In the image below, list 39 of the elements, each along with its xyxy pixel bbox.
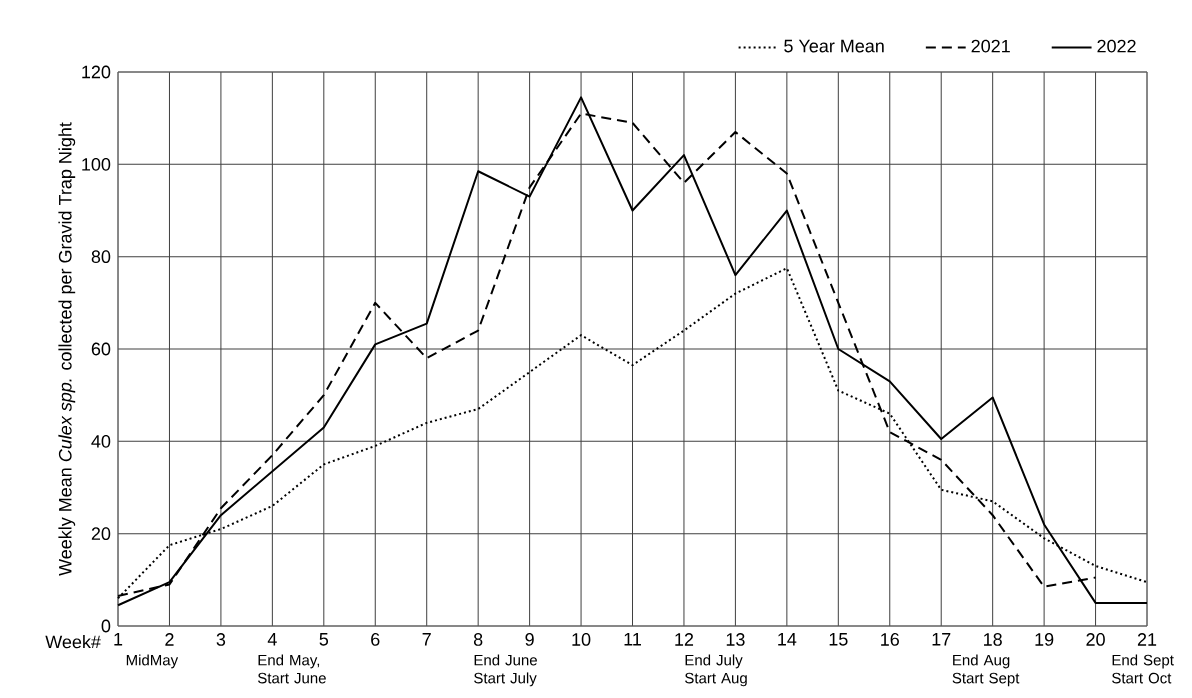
- legend-label: 2021: [971, 39, 1010, 53]
- text: End July Start Aug: [685, 654, 747, 687]
- y-tick-label: 100: [82, 157, 111, 171]
- x-tick-label: 8: [473, 633, 483, 646]
- x-tick-label: 5: [319, 633, 329, 646]
- legend-label: 5 Year Mean: [784, 39, 884, 53]
- text: End May, Start June: [258, 654, 326, 684]
- y-tick-label: 120: [82, 65, 111, 79]
- y-tick-label: 0: [101, 619, 111, 633]
- y-axis-title: Weekly Mean Culex spp. collected per Gravid Trap Night: [58, 122, 76, 576]
- x-axis-title: Week#: [45, 635, 101, 649]
- y-tick-label: 20: [91, 527, 111, 541]
- x-tick-label: 4: [267, 633, 277, 646]
- x-tick-label: 21: [1137, 633, 1157, 646]
- x-tick-label: 2: [165, 633, 174, 646]
- x-tick-label: 3: [216, 633, 226, 646]
- x-tick-label: 6: [371, 633, 380, 646]
- x-tick-label: 15: [829, 633, 848, 646]
- x-tick-label: 18: [984, 633, 1002, 646]
- x-tick-label: 9: [525, 633, 534, 646]
- y-tick-label: 40: [91, 434, 111, 448]
- x-tick-label: 19: [1035, 633, 1054, 646]
- x-tick-label: 20: [1086, 633, 1105, 646]
- text: End June Start July: [474, 654, 537, 687]
- text: MidMay: [126, 654, 179, 669]
- y-tick-label: 80: [91, 250, 111, 264]
- x-tick-label: 16: [881, 633, 899, 646]
- y-tick-label: 60: [91, 342, 111, 356]
- x-tick-label: 17: [932, 633, 951, 646]
- text: End Aug Start Sept: [952, 654, 1020, 687]
- x-tick-label: 11: [624, 633, 641, 646]
- text: End Sept Start Oct: [1112, 654, 1174, 684]
- x-tick-label: 7: [422, 633, 431, 646]
- x-tick-label: 13: [726, 633, 745, 646]
- x-tick-label: 10: [572, 633, 591, 646]
- x-tick-label: 14: [778, 633, 797, 646]
- legend-label: 2022: [1097, 39, 1136, 53]
- x-tick-label: 12: [675, 633, 694, 646]
- x-tick-label: 1: [114, 633, 123, 646]
